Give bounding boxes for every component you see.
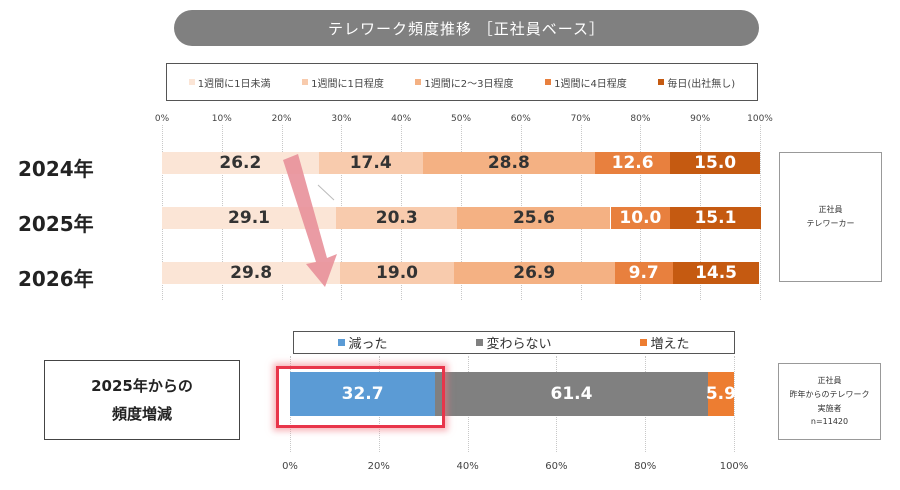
legend-swatch-4 <box>545 79 552 85</box>
x-tick-bottom-2: 40% <box>456 461 479 472</box>
x-tick-top-2: 20% <box>271 114 292 124</box>
note-bottom-line-3: 実施者 <box>817 403 842 413</box>
legend2-item-1: 減った <box>338 333 388 352</box>
x-tick-top-7: 70% <box>570 114 591 124</box>
legend-bottom: 減った 変わらない 増えた <box>293 331 735 354</box>
legend2-swatch-2 <box>476 339 484 346</box>
chart-title: テレワーク頻度推移 ［正社員ベース］ <box>174 10 759 46</box>
x-tick-top-0: 0% <box>154 114 170 124</box>
legend-swatch-3 <box>415 79 422 85</box>
bar-segment-2026年-2: 19.0 <box>340 262 454 284</box>
bar-segment-2024年-2: 17.4 <box>318 152 423 174</box>
bar-segment-2024年-1: 26.2 <box>162 152 319 174</box>
gridline-bottom-5 <box>734 356 735 452</box>
legend2-swatch-1 <box>338 339 346 346</box>
bar-segment-2025年-4: 10.0 <box>610 207 671 229</box>
legend2-label-3: 増えた <box>650 337 690 352</box>
bar-segment-2024年-3: 28.8 <box>422 152 595 174</box>
change-bar-segment-1: 32.7 <box>290 372 436 416</box>
note-bottom-line-4: n=11420 <box>810 417 849 427</box>
x-tick-bottom-5: 100% <box>719 461 749 472</box>
legend2-label-2: 変わらない <box>486 337 552 352</box>
legend-label-5: 毎日(出社無し) <box>667 78 736 90</box>
change-category-label: 2025年からの 頻度増減 <box>44 360 240 440</box>
highlight-box <box>276 366 445 428</box>
bar-segment-2026年-1: 29.8 <box>162 262 341 284</box>
year-label-2025年: 2025年 <box>18 212 94 236</box>
bar-segment-2024年-4: 12.6 <box>594 152 671 174</box>
legend2-swatch-3 <box>640 339 648 346</box>
x-tick-bottom-0: 0% <box>282 461 298 472</box>
legend-label-4: 1週間に4日程度 <box>554 78 627 90</box>
legend-label-2: 1週間に1日程度 <box>311 78 384 90</box>
note-top: 正社員 テレワーカー <box>779 152 882 282</box>
legend-swatch-2 <box>302 79 309 85</box>
legend-swatch-1 <box>188 79 195 85</box>
x-tick-top-9: 90% <box>690 114 711 124</box>
legend2-item-3: 増えた <box>640 333 690 352</box>
legend-label-1: 1週間に1日未満 <box>197 78 271 90</box>
year-label-2026年: 2026年 <box>18 267 94 291</box>
note-bottom-line-2: 昨年からのテレワーク <box>789 389 870 399</box>
bar-segment-2025年-1: 29.1 <box>162 207 337 229</box>
legend2-label-1: 減った <box>348 337 388 352</box>
change-label-line-2: 頻度増減 <box>111 405 172 423</box>
year-label-2024年: 2024年 <box>18 157 94 181</box>
note-bottom: 正社員昨年からのテレワーク 実施者 n=11420 <box>778 363 881 440</box>
note-top-line-2: テレワーカー <box>806 219 855 228</box>
legend-item-4: 1週間に4日程度 <box>545 75 627 90</box>
x-tick-top-1: 10% <box>211 114 232 124</box>
bar-segment-2026年-5: 14.5 <box>672 262 760 284</box>
x-tick-top-4: 40% <box>391 114 412 124</box>
x-tick-top-3: 30% <box>331 114 352 124</box>
legend-item-1: 1週間に1日未満 <box>188 75 271 90</box>
x-tick-bottom-4: 80% <box>634 461 657 472</box>
connector-line <box>317 184 335 201</box>
legend-top: 1週間に1日未満 1週間に1日程度 1週間に2～3日程度 1週間に4日程度 毎日(出社無… <box>166 63 758 101</box>
change-label-line-1: 2025年からの <box>91 376 193 395</box>
bar-segment-2026年-4: 9.7 <box>614 262 673 284</box>
bar-segment-2025年-2: 20.3 <box>336 207 458 229</box>
note-bottom-line-1: 正社員 <box>817 376 842 386</box>
change-bar-segment-2: 61.4 <box>435 372 708 416</box>
bar-segment-2025年-3: 25.6 <box>457 207 611 229</box>
x-tick-top-5: 50% <box>450 114 472 124</box>
legend-label-3: 1週間に2～3日程度 <box>424 78 514 90</box>
x-tick-bottom-3: 60% <box>545 461 568 472</box>
x-tick-top-10: 100% <box>747 114 773 124</box>
bar-segment-2024年-5: 15.0 <box>670 152 760 174</box>
change-bar-segment-3: 5.9 <box>706 372 736 416</box>
x-tick-top-6: 60% <box>510 114 531 124</box>
legend-item-3: 1週間に2～3日程度 <box>415 75 514 90</box>
note-top-line-1: 正社員 <box>818 205 843 215</box>
bar-segment-2026年-3: 26.9 <box>453 262 615 284</box>
x-tick-bottom-1: 20% <box>367 461 390 472</box>
legend2-item-2: 変わらない <box>476 333 552 352</box>
x-tick-top-8: 80% <box>630 114 651 124</box>
legend-item-2: 1週間に1日程度 <box>302 75 384 90</box>
legend-item-5: 毎日(出社無し) <box>658 75 735 90</box>
bar-segment-2025年-5: 15.1 <box>670 207 761 229</box>
legend-swatch-5 <box>658 79 665 85</box>
